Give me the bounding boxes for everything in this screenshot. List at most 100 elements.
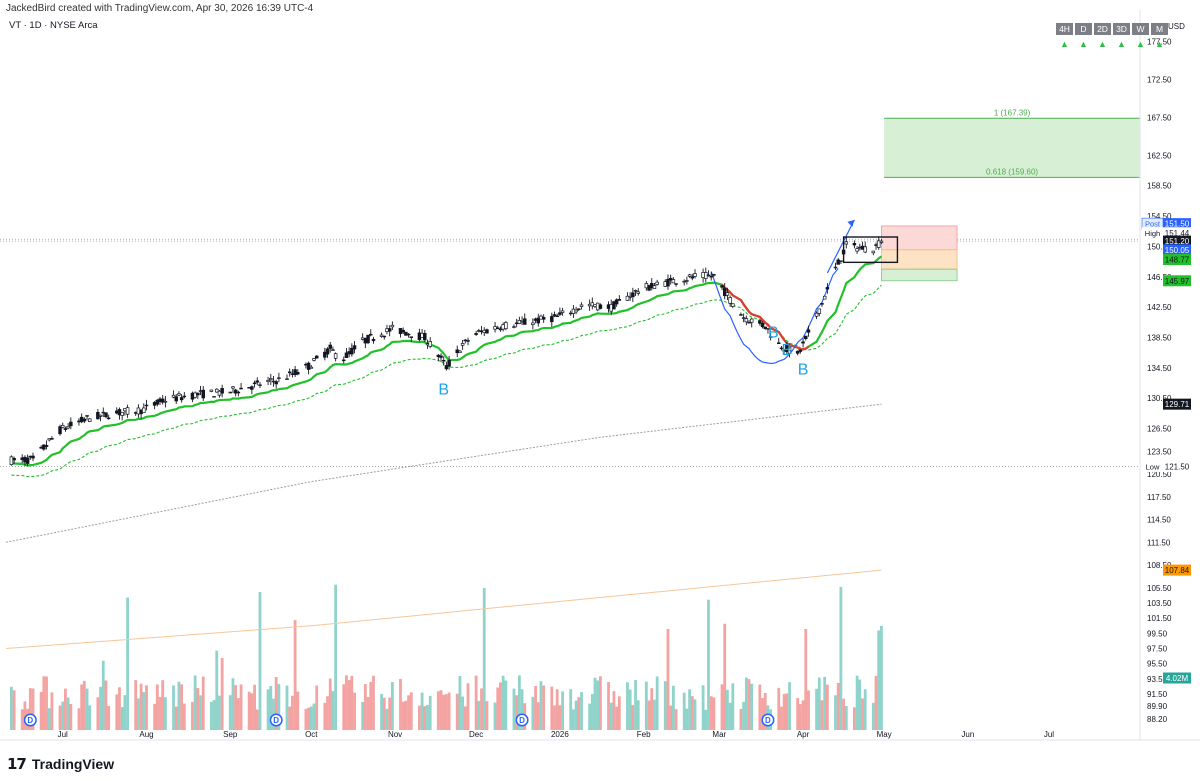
timeframe-2d[interactable]: 2D ▲ — [1094, 23, 1111, 51]
volume-bar — [617, 696, 621, 730]
symbol-legend[interactable]: VT · 1D · NYSE Arca — [9, 20, 98, 31]
volume-bar — [323, 702, 327, 730]
candle-body — [163, 400, 168, 403]
candle-body — [760, 322, 765, 328]
date-tick-label: Apr — [797, 730, 810, 739]
timeframe-m[interactable]: M ▲ — [1151, 23, 1168, 51]
candle-body — [728, 297, 732, 304]
volume-bar — [763, 693, 767, 730]
candle-body — [120, 412, 124, 416]
volume-bar — [777, 687, 781, 730]
fib-level-label: 1 (167.39) — [994, 108, 1031, 117]
candle-body — [104, 412, 108, 418]
candle-body — [409, 336, 414, 338]
volume-bar — [690, 696, 694, 730]
price-tag-value: 151.44 — [1165, 229, 1190, 238]
volume-bar — [590, 694, 594, 730]
candle-body — [369, 333, 373, 336]
b-annotation: B — [782, 342, 793, 359]
volume-bar — [536, 702, 540, 730]
volume-bar — [577, 697, 581, 730]
candle-body — [466, 340, 470, 342]
price-tick-label: 146.50 — [1147, 273, 1172, 282]
volume-bar — [574, 700, 578, 730]
candle-body — [296, 371, 300, 375]
volume-bar — [785, 693, 789, 730]
volume-bar — [482, 587, 486, 730]
volume-bar — [871, 702, 875, 730]
price-tick-label: 99.50 — [1147, 629, 1168, 638]
volume-bar — [31, 688, 35, 730]
volume-bar — [685, 708, 689, 730]
volume-bar — [553, 705, 556, 730]
price-tag-bg — [1163, 460, 1191, 472]
volume-bar — [798, 704, 802, 730]
volume-bar — [312, 703, 316, 730]
volume-bar — [663, 681, 667, 730]
volume-bar — [474, 675, 478, 730]
volume-bar — [69, 703, 73, 730]
volume-bar — [115, 694, 119, 730]
candle-body — [839, 260, 843, 262]
candle-body — [474, 333, 478, 335]
volume-bar — [636, 700, 640, 730]
date-tick-label: Aug — [139, 730, 153, 739]
date-tick-label: Mar — [712, 730, 726, 739]
tradingview-logo[interactable]: 17 TradingView — [7, 755, 114, 773]
price-tick-label: 117.50 — [1147, 493, 1171, 502]
volume-bar — [815, 688, 818, 730]
volume-bar — [201, 676, 205, 730]
candle-body — [617, 298, 622, 301]
volume-bar — [20, 709, 24, 730]
volume-bar — [504, 680, 508, 730]
candle-body — [328, 344, 332, 349]
volume-bar — [655, 676, 659, 730]
candle-body — [871, 250, 876, 254]
volume-bar — [615, 706, 619, 730]
volume-bar — [361, 701, 365, 730]
volume-bar — [266, 689, 270, 730]
volume-bar — [517, 675, 521, 730]
volume-bar — [463, 706, 467, 730]
price-tag-name: High — [1145, 229, 1160, 238]
timeframe-d[interactable]: D ▲ — [1075, 23, 1092, 51]
candle-body — [555, 315, 559, 318]
timeframe-w[interactable]: W ▲ — [1132, 23, 1149, 51]
candle-body — [574, 309, 578, 313]
target-zone — [881, 268, 958, 282]
volume-bar — [634, 679, 637, 730]
price-tag-value: 151.50 — [1165, 220, 1190, 229]
candle-body — [258, 384, 262, 386]
price-tick-label: 162.50 — [1147, 151, 1172, 160]
candle-body — [787, 346, 792, 354]
candle-body — [404, 331, 408, 336]
candle-body — [269, 378, 273, 381]
candle-body — [174, 396, 178, 402]
candle-body — [350, 347, 354, 355]
volume-bar — [877, 630, 881, 730]
candle-body — [228, 391, 233, 394]
price-tag-bg — [1163, 398, 1191, 410]
timeframe-4h[interactable]: 4H ▲ — [1056, 23, 1073, 51]
volume-bar — [520, 689, 524, 730]
volume-bar — [426, 704, 429, 730]
volume-bar — [304, 708, 308, 730]
candle-body — [287, 371, 292, 374]
candle-body — [69, 421, 73, 427]
volume-bar — [85, 688, 89, 730]
price-tick-label: 167.50 — [1147, 113, 1172, 122]
volume-bar — [466, 683, 470, 730]
candle-body — [44, 445, 49, 447]
timeframe-3d[interactable]: 3D ▲ — [1113, 23, 1130, 51]
volume-bar — [782, 693, 786, 730]
price-tick-label: 172.50 — [1147, 75, 1172, 84]
candle-body — [804, 335, 808, 340]
volume-bar — [512, 688, 516, 730]
volume-bar — [253, 684, 256, 730]
candle-body — [636, 291, 640, 294]
volume-bar — [58, 705, 62, 730]
volume-tag-value: 4.02M — [1166, 674, 1189, 683]
price-tick-label: 95.50 — [1147, 660, 1168, 669]
volume-bar — [196, 687, 200, 730]
